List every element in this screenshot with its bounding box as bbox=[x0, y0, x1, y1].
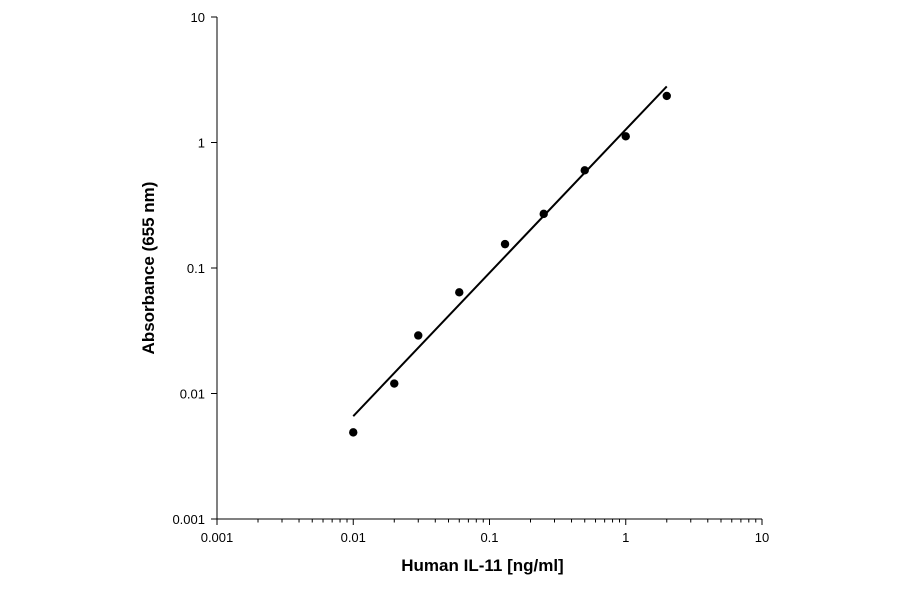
data-point bbox=[414, 331, 423, 340]
data-points bbox=[349, 91, 671, 437]
x-ticks bbox=[216, 519, 763, 525]
data-point bbox=[455, 288, 464, 297]
y-tick-label: 0.1 bbox=[187, 261, 205, 276]
trendline bbox=[352, 85, 668, 417]
x-tick-label: 0.01 bbox=[341, 530, 366, 545]
data-point bbox=[500, 239, 510, 249]
data-point bbox=[662, 91, 671, 101]
x-tick-label: 0.1 bbox=[480, 530, 498, 545]
y-tick-label: 1 bbox=[198, 136, 205, 151]
x-axis-title: Human IL-11 [ng/ml] bbox=[401, 556, 563, 575]
data-point bbox=[390, 379, 399, 388]
x-tick-label: 1 bbox=[622, 530, 629, 545]
y-axis-title: Absorbance (655 nm) bbox=[139, 182, 158, 355]
data-point bbox=[580, 166, 589, 175]
x-tick-label: 0.001 bbox=[201, 530, 234, 545]
data-point bbox=[621, 132, 630, 141]
x-tick-labels: 0.001 0.01 0.1 1 10 bbox=[201, 530, 770, 545]
y-tick-label: 0.001 bbox=[172, 512, 205, 527]
y-tick-label: 0.01 bbox=[180, 387, 205, 402]
axes bbox=[216, 17, 762, 520]
y-tick-labels: 0.001 0.01 0.1 1 10 bbox=[172, 10, 205, 527]
y-ticks bbox=[211, 16, 217, 520]
x-tick-label: 10 bbox=[755, 530, 769, 545]
data-point bbox=[349, 428, 358, 437]
y-tick-label: 10 bbox=[191, 10, 205, 25]
data-point bbox=[539, 209, 548, 219]
